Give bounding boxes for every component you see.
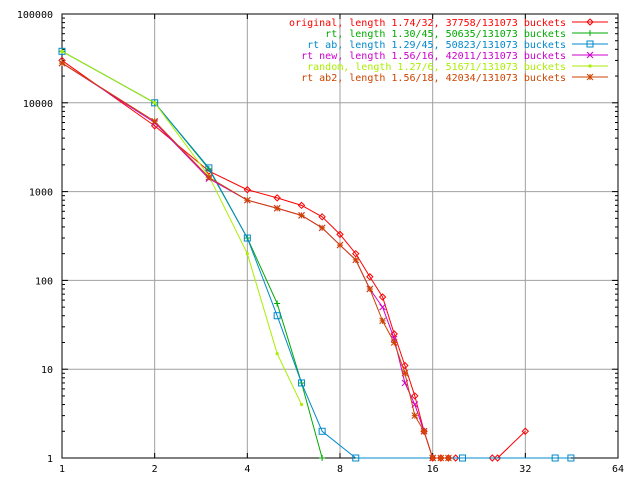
data-point <box>445 454 452 462</box>
data-point <box>366 273 374 281</box>
data-point <box>299 402 304 407</box>
axes: 1 2 4 8 16 32 64 1 10 100 1000 10000 100000 <box>17 10 624 475</box>
series-line <box>61 62 449 459</box>
data-point <box>521 427 530 435</box>
data-point <box>318 213 326 221</box>
x-tick-label: 4 <box>244 464 250 475</box>
data-point <box>58 59 66 67</box>
data-point <box>297 201 306 210</box>
legend-label: original, length 1.74/32, 37758/131073 b… <box>289 18 566 29</box>
legend-entry-5: random, length 1.27/6, 51671/131073 buck… <box>307 62 608 73</box>
data-point <box>352 454 360 462</box>
data-point <box>586 18 594 26</box>
legend: original, length 1.74/32, 37758/131073 b… <box>289 18 608 84</box>
data-point <box>390 339 398 346</box>
data-point <box>205 164 213 172</box>
grid <box>62 14 618 458</box>
data-point <box>401 361 409 370</box>
data-point <box>205 167 213 175</box>
x-tick-label: 16 <box>427 464 439 475</box>
data-point <box>429 454 437 462</box>
data-point <box>379 317 386 325</box>
data-point <box>243 186 252 194</box>
data-point <box>298 212 305 219</box>
data-point <box>567 454 575 462</box>
data-point <box>378 293 387 301</box>
data-point <box>243 196 251 204</box>
data-point <box>401 369 409 377</box>
series-line <box>61 50 323 459</box>
data-point <box>58 47 66 55</box>
y-tick-label: 100000 <box>17 10 53 21</box>
data-point <box>273 312 281 320</box>
data-point <box>336 241 344 249</box>
y-tick-label: 100 <box>35 276 53 287</box>
legend-label: rt new, length 1.56/16, 42011/131073 buc… <box>301 51 566 62</box>
legend-entry-2: rt, length 1.30/45, 50635/131073 buckets <box>325 29 608 40</box>
series-6 <box>58 59 452 462</box>
x-tick-label: 1 <box>59 464 65 475</box>
data-point <box>151 99 159 107</box>
data-point <box>587 30 593 36</box>
legend-label: rt, length 1.30/45, 50635/131073 buckets <box>325 29 566 40</box>
data-point <box>205 173 213 181</box>
y-tick-label: 10000 <box>23 99 53 110</box>
data-point <box>586 73 594 81</box>
data-point <box>298 379 306 387</box>
data-point <box>458 454 466 462</box>
legend-entry-4: rt new, length 1.56/16, 42011/131073 buc… <box>301 51 608 62</box>
data-point <box>318 427 326 435</box>
x-tick-label: 2 <box>152 464 158 475</box>
data-point <box>379 303 386 311</box>
series-group <box>58 47 575 462</box>
legend-label: random, length 1.27/6, 51671/131073 buck… <box>307 62 566 73</box>
y-tick-label: 1000 <box>29 188 53 199</box>
x-tick-label: 64 <box>612 464 624 475</box>
data-point <box>243 234 251 242</box>
x-tick-label: 8 <box>337 464 343 475</box>
data-point <box>319 455 326 461</box>
series-1 <box>58 56 530 462</box>
data-point <box>352 249 360 258</box>
data-point <box>275 351 279 356</box>
data-point <box>420 427 428 435</box>
y-tick-label: 1 <box>47 454 53 465</box>
data-point <box>151 117 159 125</box>
series-2 <box>59 48 326 461</box>
data-point <box>586 51 594 59</box>
data-point <box>586 40 594 48</box>
series-line <box>61 60 526 459</box>
x-tick-label: 32 <box>519 464 531 475</box>
data-point <box>273 194 281 202</box>
data-point <box>451 454 460 462</box>
data-point <box>274 300 281 307</box>
data-point <box>588 64 592 68</box>
data-point <box>245 252 249 256</box>
data-point <box>420 427 428 435</box>
data-point <box>352 256 360 264</box>
data-point <box>153 101 157 105</box>
data-point <box>336 230 344 239</box>
data-point <box>437 454 445 462</box>
data-point <box>318 224 326 232</box>
legend-label: rt ab, length 1.29/45, 50823/131073 buck… <box>307 40 566 51</box>
series-line <box>61 50 302 405</box>
series-3 <box>58 47 575 462</box>
data-point <box>273 204 281 212</box>
data-point <box>493 454 502 462</box>
legend-entry-6: rt ab2, length 1.56/18, 42034/131073 buc… <box>301 73 608 84</box>
legend-entry-1: original, length 1.74/32, 37758/131073 b… <box>289 18 608 29</box>
y-tick-label: 10 <box>41 365 53 376</box>
legend-label: rt ab2, length 1.56/18, 42034/131073 buc… <box>301 73 566 84</box>
data-point <box>488 454 497 462</box>
data-point <box>366 285 374 293</box>
data-point <box>551 454 559 462</box>
series-line <box>61 50 571 459</box>
data-point <box>60 49 64 53</box>
data-point <box>411 392 419 400</box>
data-point <box>411 412 419 419</box>
legend-entry-3: rt ab, length 1.29/45, 50823/131073 buck… <box>307 40 608 51</box>
